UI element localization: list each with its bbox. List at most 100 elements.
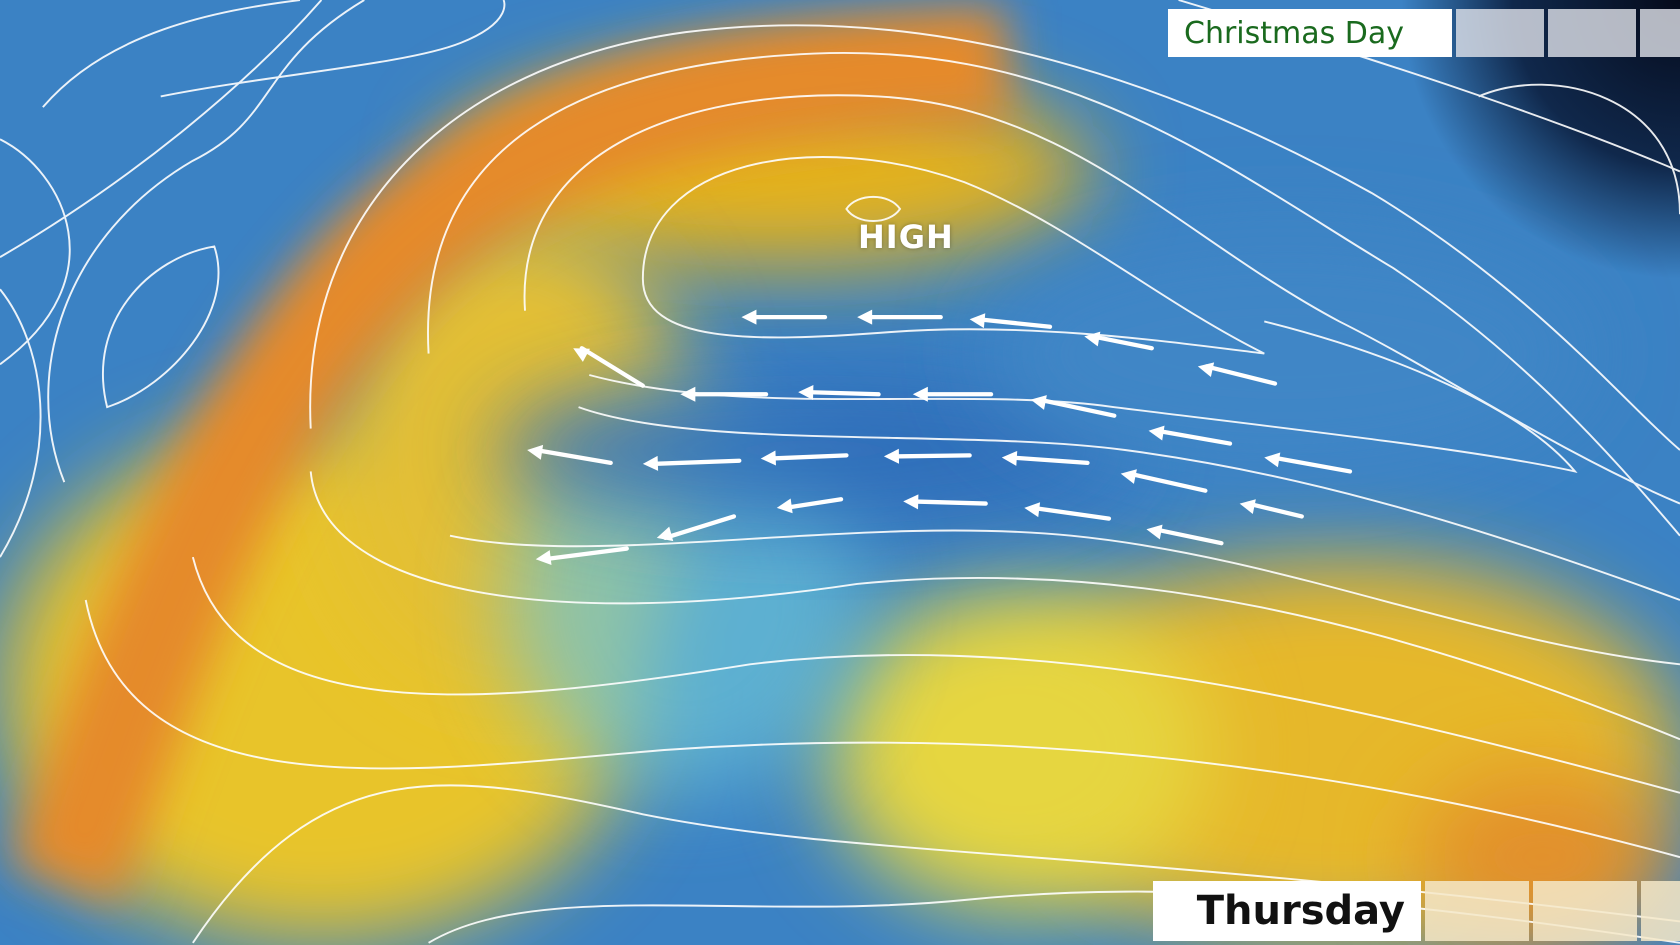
thursday-label: Thursday	[1153, 881, 1421, 941]
wind-arrow-head	[1024, 502, 1041, 518]
timeline-segment	[1456, 9, 1544, 57]
timeline-segment	[1640, 9, 1680, 57]
wind-arrow-icon	[1148, 425, 1233, 446]
isobar-line	[160, 0, 506, 98]
wind-arrow-head	[656, 526, 674, 542]
isobar-line	[192, 784, 1680, 944]
wind-arrow-head	[776, 498, 793, 514]
wind-arrow-icon	[535, 546, 629, 565]
wind-arrow-icon	[741, 309, 828, 325]
wind-arrow-head	[535, 550, 552, 565]
wind-arrow-head	[1120, 469, 1137, 484]
wind-arrow-head	[527, 444, 544, 460]
wind-arrow-head	[741, 309, 757, 325]
wind-arrow-icon	[760, 450, 849, 466]
wind-arrow-shaft	[542, 546, 629, 562]
wind-arrow-head	[857, 309, 873, 325]
isobar-line	[0, 0, 323, 258]
wind-arrow-shaft	[1090, 334, 1154, 351]
wind-arrow-head	[903, 494, 919, 510]
timeline-segment	[1641, 881, 1680, 941]
isobar-line	[578, 406, 1680, 601]
wind-arrow-icon	[798, 385, 881, 401]
isobar-line	[191, 556, 1680, 794]
timeline-segment	[1425, 881, 1529, 941]
wind-arrow-icon	[912, 386, 994, 402]
isobar-line	[641, 156, 1265, 355]
wind-arrow-icon	[1001, 450, 1090, 466]
wind-arrow-shaft	[1155, 428, 1233, 446]
wind-arrow-head	[1197, 362, 1215, 378]
wind-arrow-icon	[903, 494, 988, 510]
wind-arrow-icon	[1024, 502, 1112, 521]
isobar-line	[47, 0, 365, 483]
wind-arrow-icon	[642, 455, 742, 471]
wind-arrow-icon	[883, 448, 972, 464]
isobar-line	[1478, 83, 1680, 215]
wind-arrow-icon	[1030, 395, 1117, 418]
wind-arrow-icon	[1120, 469, 1208, 493]
wind-arrow-shaft	[663, 514, 737, 540]
wind-arrows	[527, 309, 1353, 565]
wind-arrow-icon	[1264, 452, 1353, 474]
wind-arrow-shaft	[1008, 455, 1090, 465]
timeline-segment	[1533, 881, 1637, 941]
wind-arrow-shaft	[1037, 397, 1117, 418]
wind-arrow-head	[642, 455, 659, 471]
day-label-bottom: Thursday	[1153, 881, 1680, 941]
wind-arrow-icon	[680, 386, 769, 402]
isobar-line	[0, 288, 42, 558]
timeline-segment	[1548, 9, 1636, 57]
wind-arrow-shaft	[1204, 364, 1278, 386]
wind-arrow-shaft	[579, 346, 645, 388]
isobar-line	[0, 138, 71, 366]
isobar-line	[427, 51, 1680, 537]
wind-arrow-head	[912, 386, 928, 402]
day-label-top: Christmas Day	[1168, 9, 1680, 57]
wind-arrow-icon	[1146, 524, 1224, 546]
wind-arrow-icon	[1197, 362, 1278, 386]
isobar-line	[845, 196, 902, 222]
wind-arrow-shaft	[649, 458, 742, 467]
isobar-line	[84, 599, 1680, 859]
wind-arrow-shaft	[767, 453, 849, 461]
wind-arrow-head	[1264, 452, 1281, 468]
wind-arrow-head	[1146, 524, 1163, 540]
wind-arrow-icon	[857, 309, 943, 325]
wind-arrow-head	[969, 313, 986, 329]
wind-arrow-shaft	[909, 499, 988, 506]
wind-arrow-shaft	[1246, 501, 1304, 519]
wind-arrow-head	[760, 450, 776, 466]
wind-arrow-head	[573, 348, 590, 362]
wind-arrow-icon	[527, 444, 613, 465]
wind-arrow-icon	[573, 346, 645, 388]
wind-arrow-head	[680, 386, 696, 402]
wind-arrow-head	[798, 385, 814, 401]
wind-arrow-shaft	[804, 389, 881, 397]
isobar-line	[101, 245, 220, 409]
wind-arrow-icon	[776, 497, 844, 514]
wind-arrow-shaft	[783, 497, 844, 510]
wind-arrow-icon	[656, 514, 737, 542]
wind-arrow-shaft	[1030, 505, 1112, 521]
wind-arrow-icon	[1084, 331, 1154, 351]
wind-arrow-shaft	[1127, 471, 1208, 493]
isobar-line	[449, 529, 1680, 666]
isobar-line	[589, 320, 1578, 473]
wind-arrow-icon	[1239, 499, 1304, 519]
wind-arrow-shaft	[1270, 455, 1353, 474]
high-pressure-label: HIGH	[858, 218, 954, 256]
isobar-line	[309, 471, 1680, 741]
wind-arrow-shaft	[890, 453, 972, 459]
wind-arrow-head	[1030, 395, 1047, 410]
wind-arrow-head	[1084, 331, 1101, 347]
isobar-line	[42, 0, 301, 108]
wind-arrow-icon	[969, 313, 1053, 329]
wind-arrow-head	[1001, 450, 1018, 466]
christmas-day-label: Christmas Day	[1168, 9, 1452, 57]
wind-arrow-head	[1239, 499, 1256, 514]
isobar-line	[309, 24, 1680, 451]
